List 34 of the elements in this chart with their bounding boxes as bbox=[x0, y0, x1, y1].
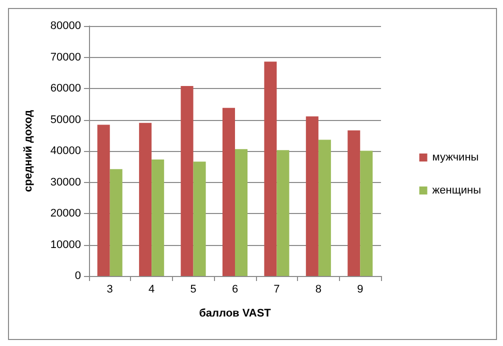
bar bbox=[97, 124, 110, 276]
bar bbox=[360, 150, 373, 276]
x-tick-label: 8 bbox=[315, 284, 322, 296]
bar bbox=[235, 149, 248, 276]
bar bbox=[318, 140, 331, 276]
bar bbox=[348, 130, 360, 276]
x-tick-label: 6 bbox=[232, 284, 238, 296]
bar bbox=[264, 62, 277, 276]
bar bbox=[306, 116, 318, 276]
y-tick-label: 80000 bbox=[50, 20, 81, 32]
y-tick-label: 20000 bbox=[50, 208, 81, 220]
y-tick-label: 60000 bbox=[50, 82, 81, 94]
x-tick-label: 4 bbox=[148, 284, 155, 296]
bar bbox=[139, 122, 152, 276]
bar bbox=[193, 162, 206, 276]
y-tick-label: 30000 bbox=[50, 176, 81, 188]
legend-label: женщины bbox=[432, 184, 482, 196]
x-tick-label: 5 bbox=[190, 284, 196, 296]
y-tick-label: 0 bbox=[74, 270, 81, 282]
x-tick-label: 3 bbox=[106, 284, 113, 296]
bar bbox=[222, 108, 235, 276]
y-axis-title: средний доход bbox=[22, 110, 34, 192]
y-tick-label: 50000 bbox=[50, 114, 81, 126]
bar bbox=[180, 86, 194, 276]
legend-label: мужчины bbox=[432, 152, 479, 164]
x-axis-title: баллов VAST bbox=[199, 308, 272, 320]
x-tick-label: 7 bbox=[274, 284, 280, 296]
x-tick-label: 9 bbox=[357, 284, 364, 296]
bar bbox=[110, 169, 122, 276]
y-tick-label: 70000 bbox=[50, 51, 81, 64]
y-tick-label: 40000 bbox=[50, 145, 81, 157]
bar bbox=[152, 159, 164, 276]
bar bbox=[276, 150, 290, 276]
y-tick-label: 10000 bbox=[50, 238, 81, 251]
